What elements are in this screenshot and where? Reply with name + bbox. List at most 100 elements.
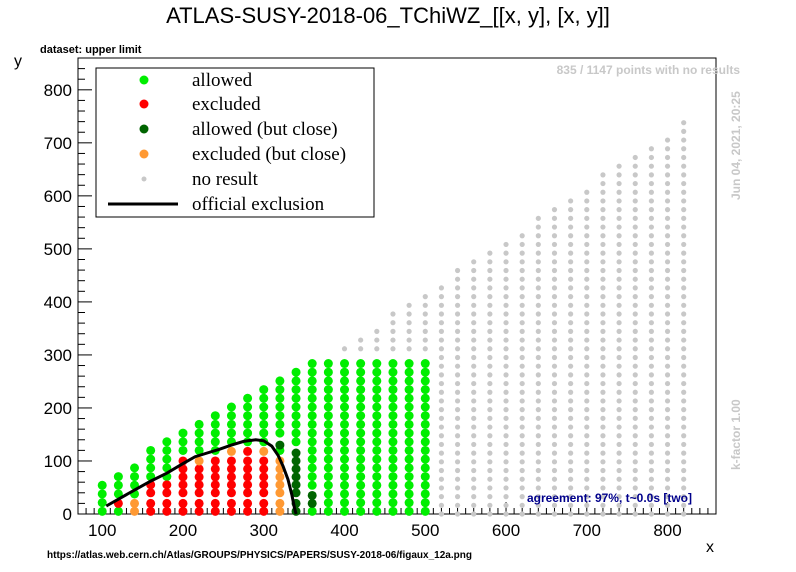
- allowed-point: [291, 437, 301, 447]
- no-result-point: [600, 511, 606, 517]
- no-result-point: [568, 415, 574, 421]
- allowed-point: [243, 411, 253, 421]
- allowed-point: [307, 472, 317, 482]
- no-result-point: [600, 311, 606, 317]
- no-result-point: [454, 450, 461, 456]
- no-result-point: [600, 433, 606, 439]
- no-result-point: [632, 372, 638, 378]
- no-result-point: [454, 398, 461, 404]
- no-result-point: [632, 485, 638, 491]
- no-result-point: [616, 441, 622, 448]
- no-result-point: [584, 285, 590, 291]
- allowed-point: [146, 454, 156, 464]
- no-result-point: [616, 250, 622, 256]
- excluded-point: [194, 464, 204, 474]
- allowed-point: [323, 463, 333, 473]
- no-result-point: [551, 285, 558, 291]
- no-result-point: [519, 485, 525, 491]
- allowed-point: [388, 506, 398, 516]
- allowed-point: [113, 489, 123, 499]
- no-result-point: [454, 311, 461, 317]
- no-result-point: [600, 424, 606, 430]
- no-result-point: [471, 259, 477, 265]
- excluded-point: [194, 488, 204, 498]
- no-result-point: [454, 415, 461, 421]
- no-result-point: [584, 337, 590, 343]
- allowed-point: [388, 385, 398, 395]
- allowed-point: [307, 402, 317, 412]
- no-result-point: [681, 467, 687, 474]
- no-result-point: [503, 259, 509, 265]
- allowed-point: [323, 437, 333, 447]
- no-result-point: [519, 389, 525, 395]
- no-result-point: [519, 398, 525, 404]
- axis-ticks: 100 200 300 400 500 600 700 800 0 100 200 300 400 500…: [44, 57, 717, 540]
- no-result-point: [454, 320, 461, 326]
- no-result-point: [503, 398, 509, 404]
- no-result-point: [535, 233, 541, 239]
- no-result-point: [584, 372, 590, 378]
- allowed-point: [194, 437, 204, 447]
- no-result-point: [422, 328, 428, 334]
- allowed-point: [404, 359, 414, 369]
- no-result-point: [600, 441, 606, 448]
- allowed-point: [323, 393, 333, 403]
- no-result-point: [616, 267, 622, 274]
- no-result-point: [406, 337, 412, 343]
- no-result-point: [422, 311, 428, 317]
- no-result-point: [681, 511, 687, 517]
- no-result-point: [487, 337, 493, 343]
- no-result-point: [632, 363, 638, 369]
- no-result-point: [519, 294, 525, 300]
- allowed-point: [372, 489, 382, 499]
- no-result-point: [519, 241, 525, 248]
- no-result-point: [616, 172, 622, 178]
- no-result-point: [600, 337, 606, 343]
- no-result-point: [519, 433, 525, 439]
- no-result-point: [438, 354, 445, 361]
- no-result-point: [632, 450, 638, 456]
- no-result-point: [438, 372, 445, 378]
- no-result-point: [568, 285, 574, 291]
- no-result-point: [568, 294, 574, 300]
- no-result-point: [454, 346, 461, 352]
- allowed-point: [404, 411, 414, 421]
- no-result-point: [600, 494, 606, 500]
- no-result-point: [664, 224, 671, 230]
- no-result-point: [535, 224, 541, 230]
- legend-marker-allowed-close: [139, 124, 149, 134]
- no-result-point: [406, 311, 412, 317]
- no-result-point: [519, 346, 525, 352]
- allowed-point: [259, 385, 269, 395]
- no-result-point: [616, 180, 622, 187]
- no-result-point: [648, 180, 654, 187]
- allowed-point: [372, 393, 382, 403]
- allowed-point: [291, 402, 301, 412]
- allowed-point: [404, 506, 414, 516]
- no-result-point: [616, 415, 622, 421]
- excluded-point: [146, 506, 156, 516]
- no-result-point: [648, 372, 654, 378]
- no-result-point: [471, 285, 477, 291]
- no-result-point: [681, 502, 687, 508]
- excluded-close-point: [275, 472, 285, 482]
- no-result-point: [568, 363, 574, 369]
- no-result-point: [535, 502, 541, 508]
- no-result-point: [632, 267, 638, 274]
- no-result-point: [438, 441, 445, 448]
- no-result-point: [487, 259, 493, 265]
- allowed-point: [372, 419, 382, 429]
- no-result-point: [616, 346, 622, 352]
- allowed-point: [356, 463, 366, 473]
- no-result-point: [535, 259, 541, 265]
- no-result-point: [438, 511, 445, 517]
- no-result-point: [438, 346, 445, 352]
- allowed-point: [420, 480, 430, 490]
- no-result-point: [471, 433, 477, 439]
- allowed-point: [340, 454, 350, 464]
- excluded-point: [162, 480, 172, 490]
- no-result-point: [535, 328, 541, 334]
- legend: allowed excluded allowed (but close) exc…: [95, 67, 375, 218]
- no-result-point: [358, 337, 364, 343]
- no-result-point: [551, 398, 558, 404]
